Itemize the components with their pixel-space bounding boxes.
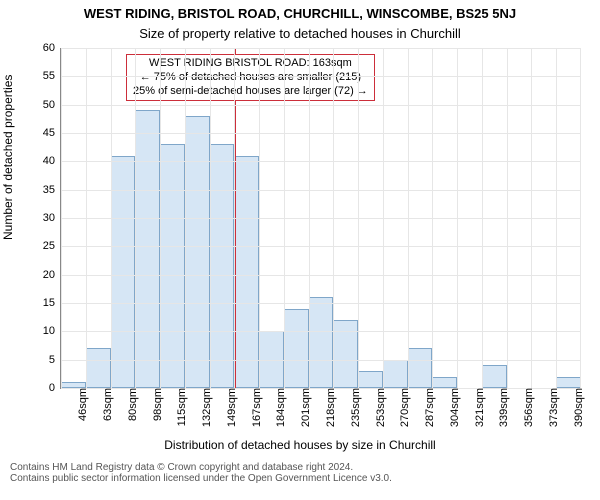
hgrid-line: [61, 246, 581, 247]
hgrid-line: [61, 190, 581, 191]
x-tick-label: 80sqm: [123, 388, 139, 421]
histogram-bar: [408, 348, 433, 388]
vgrid-line: [432, 48, 433, 388]
histogram-bar: [333, 320, 358, 388]
annotation-box: WEST RIDING BRISTOL ROAD: 163sqm ← 75% o…: [126, 54, 375, 101]
chart-title-1: WEST RIDING, BRISTOL ROAD, CHURCHILL, WI…: [0, 6, 600, 21]
vgrid-line: [284, 48, 285, 388]
hgrid-line: [61, 360, 581, 361]
vgrid-line: [408, 48, 409, 388]
histogram-bar: [160, 144, 185, 388]
y-tick-label: 20: [43, 269, 61, 281]
x-tick-label: 98sqm: [148, 388, 164, 421]
hgrid-line: [61, 218, 581, 219]
x-tick-label: 321sqm: [470, 388, 486, 427]
histogram-bar: [210, 144, 235, 388]
y-tick-label: 25: [43, 240, 61, 252]
vgrid-line: [185, 48, 186, 388]
histogram-bar: [185, 116, 210, 388]
histogram-bar: [432, 377, 457, 388]
vgrid-line: [86, 48, 87, 388]
histogram-bar: [556, 377, 581, 388]
vgrid-line: [482, 48, 483, 388]
vgrid-line: [457, 48, 458, 388]
x-tick-label: 304sqm: [445, 388, 461, 427]
y-tick-label: 55: [43, 70, 61, 82]
hgrid-line: [61, 161, 581, 162]
histogram-bar: [482, 365, 507, 388]
x-tick-label: 235sqm: [346, 388, 362, 427]
y-tick-label: 50: [43, 99, 61, 111]
hgrid-line: [61, 105, 581, 106]
y-tick-label: 35: [43, 184, 61, 196]
histogram-bar: [309, 297, 334, 388]
x-tick-label: 390sqm: [569, 388, 585, 427]
vgrid-line: [358, 48, 359, 388]
vgrid-line: [580, 48, 581, 388]
hgrid-line: [61, 303, 581, 304]
x-tick-label: 356sqm: [519, 388, 535, 427]
y-tick-label: 45: [43, 127, 61, 139]
x-tick-label: 270sqm: [395, 388, 411, 427]
vgrid-line: [210, 48, 211, 388]
y-tick-label: 5: [49, 354, 61, 366]
x-tick-label: 115sqm: [172, 388, 188, 426]
histogram-bar: [86, 348, 111, 388]
x-tick-label: 63sqm: [98, 388, 114, 421]
hgrid-line: [61, 76, 581, 77]
vgrid-line: [259, 48, 260, 388]
x-tick-label: 46sqm: [73, 388, 89, 421]
x-tick-label: 201sqm: [296, 388, 312, 427]
vgrid-line: [61, 48, 62, 388]
y-tick-label: 0: [49, 382, 61, 394]
x-tick-label: 253sqm: [371, 388, 387, 427]
y-tick-label: 10: [43, 325, 61, 337]
x-tick-label: 339sqm: [494, 388, 510, 427]
vgrid-line: [507, 48, 508, 388]
y-tick-label: 40: [43, 155, 61, 167]
x-tick-label: 373sqm: [544, 388, 560, 427]
vgrid-line: [135, 48, 136, 388]
vgrid-line: [333, 48, 334, 388]
x-tick-label: 149sqm: [222, 388, 238, 427]
y-tick-label: 60: [43, 42, 61, 54]
x-tick-label: 132sqm: [197, 388, 213, 427]
x-tick-label: 167sqm: [247, 388, 263, 427]
vgrid-line: [234, 48, 235, 388]
vgrid-line: [556, 48, 557, 388]
vgrid-line: [111, 48, 112, 388]
hgrid-line: [61, 275, 581, 276]
x-axis-label: Distribution of detached houses by size …: [0, 438, 600, 452]
x-tick-label: 218sqm: [321, 388, 337, 427]
vgrid-line: [309, 48, 310, 388]
histogram-bar: [135, 110, 160, 388]
x-tick-label: 287sqm: [420, 388, 436, 427]
x-tick-label: 184sqm: [271, 388, 287, 427]
chart-title-2: Size of property relative to detached ho…: [0, 26, 600, 41]
hgrid-line: [61, 133, 581, 134]
vgrid-line: [383, 48, 384, 388]
footer-line-2: Contains public sector information licen…: [10, 473, 590, 484]
y-tick-label: 30: [43, 212, 61, 224]
histogram-bar: [358, 371, 383, 388]
hgrid-line: [61, 331, 581, 332]
footer: Contains HM Land Registry data © Crown c…: [10, 462, 590, 484]
y-tick-label: 15: [43, 297, 61, 309]
footer-line-1: Contains HM Land Registry data © Crown c…: [10, 462, 590, 473]
y-axis-label: Number of detached properties: [1, 75, 15, 240]
vgrid-line: [160, 48, 161, 388]
histogram-bar: [383, 360, 408, 388]
plot-area: WEST RIDING BRISTOL ROAD: 163sqm ← 75% o…: [60, 48, 581, 389]
histogram-bar: [284, 309, 309, 388]
hgrid-line: [61, 48, 581, 49]
vgrid-line: [531, 48, 532, 388]
